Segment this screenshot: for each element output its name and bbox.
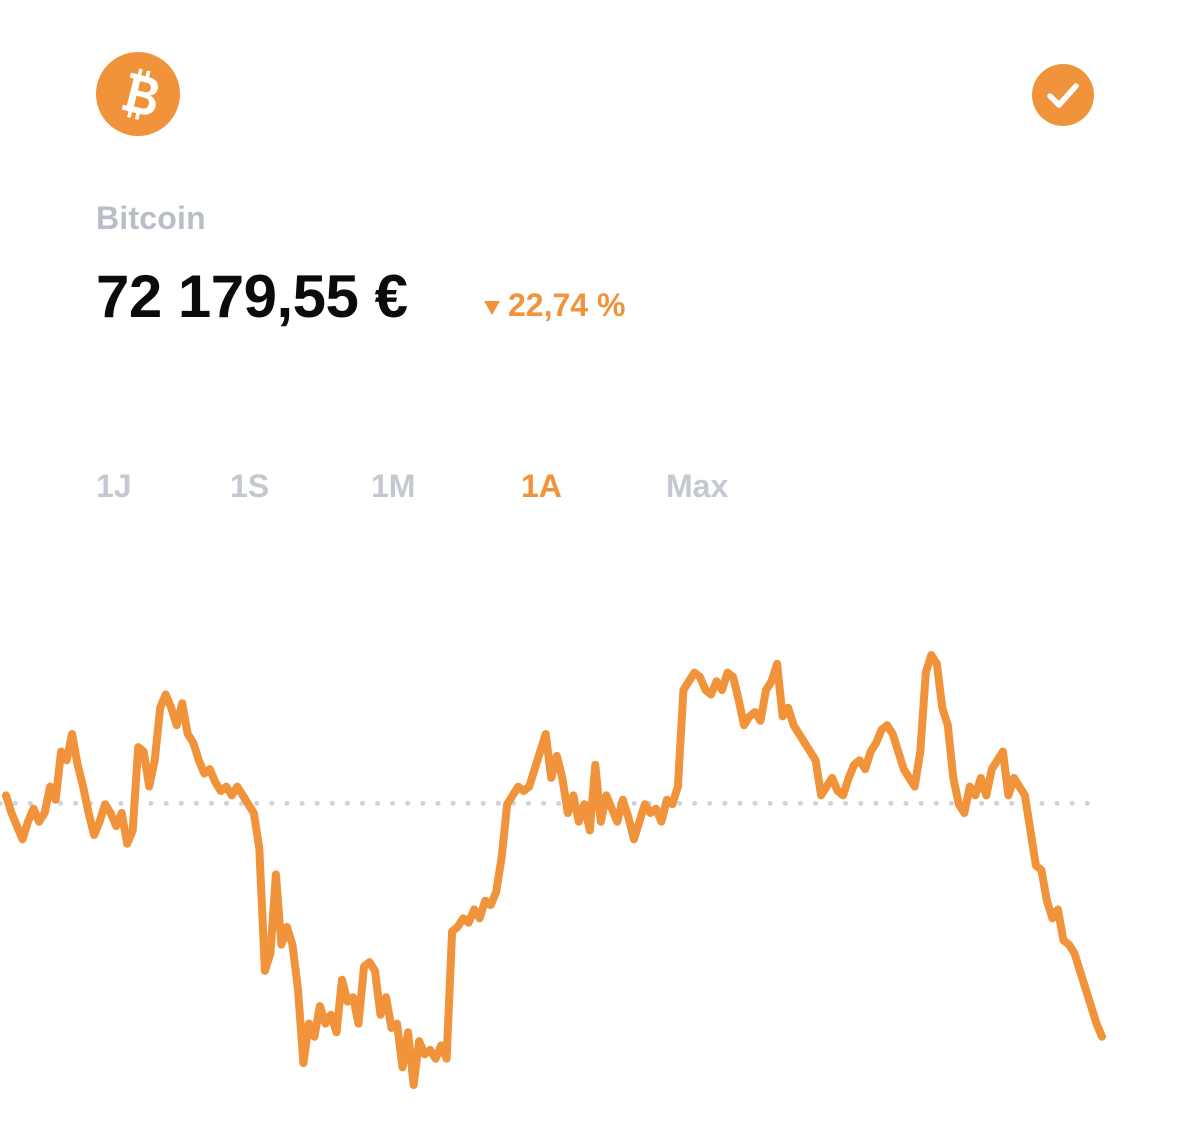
period-tab-1a[interactable]: 1A (521, 468, 562, 504)
price-chart-svg[interactable] (0, 560, 1200, 1133)
period-tab-1s[interactable]: 1S (230, 468, 270, 504)
checkmark-icon (1047, 83, 1079, 108)
period-tab-1j[interactable]: 1J (96, 468, 132, 504)
bitcoin-logo (96, 52, 180, 136)
price-series-line (2, 651, 1106, 1089)
price-change: 22,74 % (484, 287, 625, 324)
triangle-down-icon (484, 300, 500, 315)
verified-badge[interactable] (1032, 64, 1094, 126)
bitcoin-icon (121, 68, 159, 120)
price-chart[interactable] (0, 560, 1200, 1133)
asset-price: 72 179,55 € (96, 263, 408, 330)
period-tab-1m[interactable]: 1M (371, 468, 416, 504)
period-selector: 1J 1S 1M 1A Max (0, 466, 1200, 510)
price-change-value: 22,74 % (508, 287, 626, 323)
asset-name: Bitcoin (96, 200, 206, 236)
period-tab-max[interactable]: Max (666, 468, 729, 504)
